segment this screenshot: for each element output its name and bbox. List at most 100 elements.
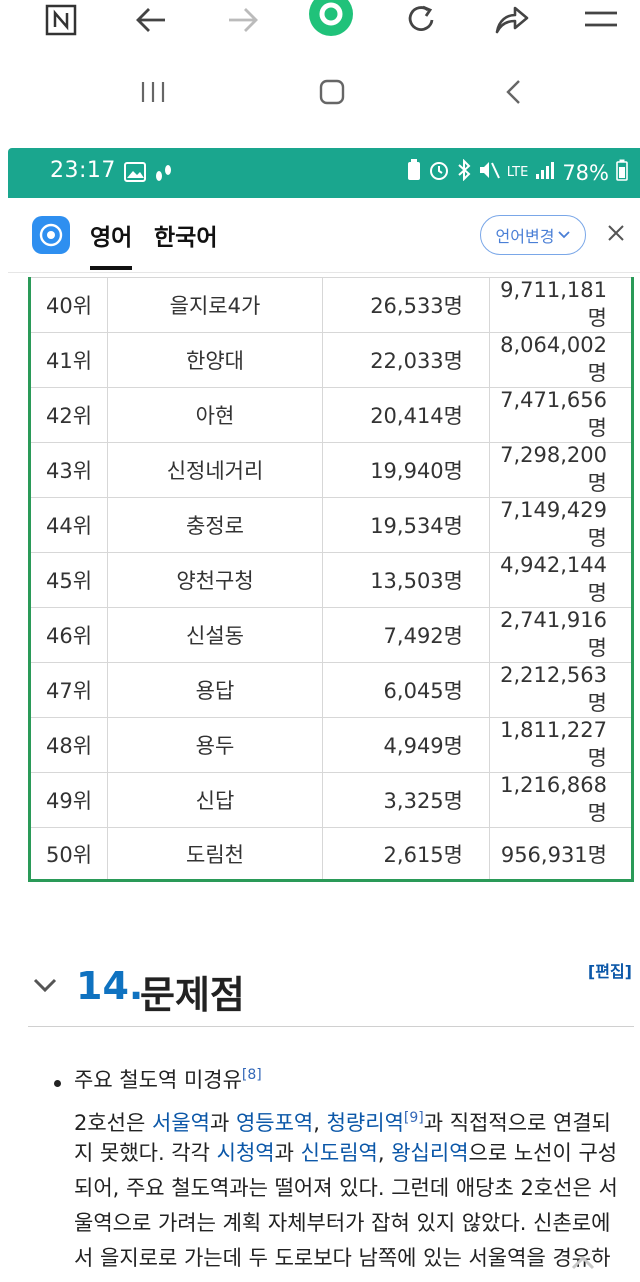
battery-icon [616, 159, 628, 186]
home-square-icon[interactable] [318, 78, 346, 110]
problem-paragraph: 2호선은 서울역과 영등포역, 청량리역[9]과 직접적으로 연결되 지 못했다… [74, 1101, 636, 1276]
tab-korean[interactable]: 한국어 [154, 225, 218, 251]
total-cell: 8,064,002명 [489, 332, 633, 388]
back-arrow-icon[interactable] [126, 0, 176, 40]
signal-icon [535, 160, 555, 185]
station-cell: 아현 [107, 387, 323, 443]
total-cell: 7,298,200명 [489, 442, 633, 498]
total-cell: 1,216,868명 [489, 772, 633, 828]
rank-cell: 47위 [29, 662, 108, 718]
link-wangsimni-station[interactable]: 왕십리역 [391, 1141, 469, 1165]
p3-text: 되어, 주요 철도역과는 떨어져 있다. 그런데 애당초 2호선은 서 [74, 1176, 618, 1200]
daily-cell: 7,492명 [322, 607, 490, 663]
station-cell: 충정로 [107, 497, 323, 553]
naver-n-icon[interactable] [38, 0, 84, 40]
table-row: 41위 한양대 22,033명 8,064,002명 [29, 332, 633, 388]
rank-cell: 46위 [29, 607, 108, 663]
daily-cell: 22,033명 [322, 332, 490, 388]
battery-percent: 78% [562, 160, 609, 185]
p1-text-a: 2호선은 [74, 1111, 152, 1135]
rank-cell: 50위 [29, 827, 108, 881]
station-cell[interactable]: 용답 [107, 662, 323, 718]
station-cell: 을지로4가 [107, 277, 323, 333]
p2-text-c: , [377, 1141, 392, 1165]
refresh-icon[interactable] [398, 0, 444, 40]
bullet-text: 주요 철도역 미경유 [74, 1068, 242, 1092]
status-icons: LTE 78% [407, 158, 628, 186]
change-language-button[interactable]: 언어변경 [480, 215, 586, 255]
mute-icon [478, 159, 500, 186]
device-nav-bar [0, 58, 640, 124]
scroll-top-icon[interactable] [568, 1248, 598, 1282]
forward-arrow-icon[interactable] [218, 0, 268, 40]
p1-text-b: 과 [209, 1111, 236, 1135]
table-row: 47위 용답 6,045명 2,212,563명 [29, 662, 633, 718]
status-time: 23:17 [50, 158, 116, 183]
rank-cell: 48위 [29, 717, 108, 773]
alarm-icon [428, 159, 450, 186]
station-cell[interactable]: 용두 [107, 717, 323, 773]
close-icon[interactable] [606, 223, 626, 247]
station-cell: 한양대 [107, 332, 323, 388]
tab-english[interactable]: 영어 [90, 218, 133, 270]
total-cell: 7,149,429명 [489, 497, 633, 553]
rank-cell: 44위 [29, 497, 108, 553]
link-seoul-station[interactable]: 서울역 [152, 1111, 210, 1135]
station-cell[interactable]: 신답 [107, 772, 323, 828]
section-heading: 14. 문제점 [편집] [28, 958, 634, 1027]
station-cell[interactable]: 도림천 [107, 827, 323, 881]
daily-cell: 3,325명 [322, 772, 490, 828]
bullet-item: 주요 철도역 미경유[8] [74, 1064, 262, 1094]
rank-cell: 41위 [29, 332, 108, 388]
footnote-8[interactable]: [8] [241, 1067, 262, 1083]
bullet-dot [54, 1080, 61, 1087]
daily-cell: 6,045명 [322, 662, 490, 718]
total-cell: 9,711,181명 [489, 277, 633, 333]
table-row: 43위 신정네거리 19,940명 7,298,200명 [29, 442, 633, 498]
p1-text-d: 과 직접적으로 연결되 [423, 1111, 611, 1135]
rank-cell: 43위 [29, 442, 108, 498]
table-row: 44위 충정로 19,534명 7,149,429명 [29, 497, 633, 553]
steps-icon [152, 162, 174, 188]
daily-cell: 20,414명 [322, 387, 490, 443]
recent-apps-icon[interactable] [140, 80, 166, 108]
rank-cell: 40위 [29, 277, 108, 333]
daily-cell: 4,949명 [322, 717, 490, 773]
p1-text-c: , [313, 1111, 327, 1135]
section-title: 문제점 [140, 973, 245, 1017]
station-cell[interactable]: 신정네거리 [107, 442, 323, 498]
p2-text-d: 으로 노선이 구성 [468, 1141, 618, 1165]
share-icon[interactable] [488, 0, 534, 40]
p2-text-a: 지 못했다. 각각 [74, 1141, 217, 1165]
link-yeongdeungpo-station[interactable]: 영등포역 [235, 1111, 314, 1135]
p4-text: 울역으로 가려는 계획 자체부터가 잡혀 있지 않았다. 신촌로에 [74, 1211, 611, 1235]
link-city-hall-station[interactable]: 시청역 [216, 1141, 275, 1165]
total-cell: 956,931명 [489, 827, 633, 881]
table-row: 46위 신설동 7,492명 2,741,916명 [29, 607, 633, 663]
station-cell[interactable]: 양천구청 [107, 552, 323, 608]
browser-toolbar [0, 0, 640, 46]
collapse-chevron-icon[interactable] [32, 976, 58, 998]
edit-link[interactable]: [편집] [587, 962, 632, 981]
total-cell: 4,942,144명 [489, 552, 633, 608]
section-number: 14. [76, 964, 144, 1008]
table-row: 49위 신답 3,325명 1,216,868명 [29, 772, 633, 828]
footnote-9[interactable]: [9] [403, 1110, 424, 1126]
link-cheongnyangni-station[interactable]: 청량리역 [326, 1111, 404, 1135]
change-language-label: 언어변경 [495, 227, 555, 246]
p5-text: 서 을지로로 가는데 두 도로보다 남쪽에 있는 서울역을 경유하 [74, 1246, 611, 1270]
total-cell: 2,741,916명 [489, 607, 633, 663]
total-cell: 7,471,656명 [489, 387, 633, 443]
home-circle-icon[interactable] [304, 0, 358, 40]
daily-cell: 19,534명 [322, 497, 490, 553]
battery-saver-icon [407, 159, 421, 186]
daily-cell: 2,615명 [322, 827, 490, 881]
menu-icon[interactable] [578, 0, 624, 40]
link-sindorim-station[interactable]: 신도림역 [300, 1141, 378, 1165]
daily-cell: 26,533명 [322, 277, 490, 333]
nav-back-icon[interactable] [502, 78, 524, 110]
rank-cell: 45위 [29, 552, 108, 608]
table-row: 42위 아현 20,414명 7,471,656명 [29, 387, 633, 443]
table-row: 40위 을지로4가 26,533명 9,711,181명 [29, 277, 633, 333]
station-cell[interactable]: 신설동 [107, 607, 323, 663]
